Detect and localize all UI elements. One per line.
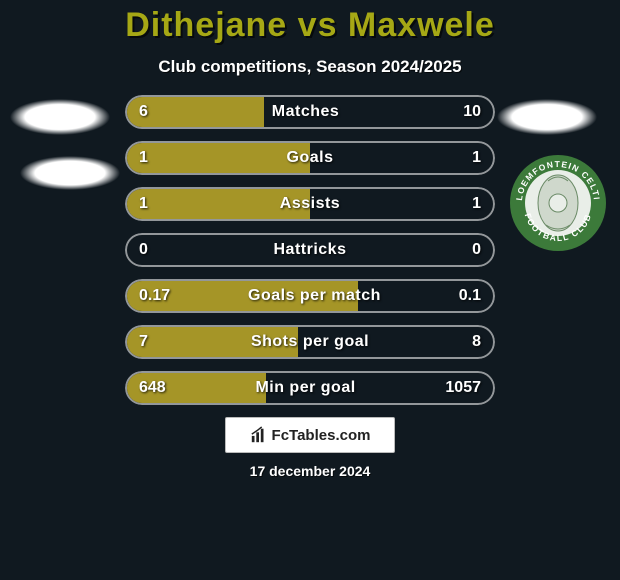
player-left-logo — [5, 95, 115, 150]
stat-left-value: 7 — [125, 333, 148, 351]
date-text: 17 december 2024 — [0, 463, 620, 479]
stat-right-value: 1057 — [445, 379, 495, 397]
stat-label: Shots per goal — [148, 333, 472, 351]
stat-left-value: 0 — [125, 241, 148, 259]
stat-right-value: 1 — [472, 149, 495, 167]
player-right-logo — [492, 95, 602, 150]
stat-row: 6Matches10 — [125, 95, 495, 129]
stat-right-value: 0 — [472, 241, 495, 259]
stat-right-value: 1 — [472, 195, 495, 213]
ellipse-placeholder-icon — [15, 151, 125, 195]
ellipse-placeholder-icon — [492, 95, 602, 139]
content-area: BLOEMFONTEIN CELTIC FOOTBALL CLUB 6Match… — [0, 95, 620, 405]
stat-label: Min per goal — [166, 379, 446, 397]
stat-right-value: 10 — [463, 103, 495, 121]
stat-right-value: 8 — [472, 333, 495, 351]
brand-badge: FcTables.com — [225, 417, 395, 453]
stat-row: 7Shots per goal8 — [125, 325, 495, 359]
stat-label: Hattricks — [148, 241, 472, 259]
stat-right-value: 0.1 — [459, 287, 495, 305]
stat-label: Assists — [148, 195, 472, 213]
stat-row: 0Hattricks0 — [125, 233, 495, 267]
stat-label: Matches — [148, 103, 463, 121]
stat-label: Goals — [148, 149, 472, 167]
stat-row: 1Assists1 — [125, 187, 495, 221]
ellipse-placeholder-icon — [5, 95, 115, 139]
page-title: Dithejane vs Maxwele — [0, 6, 620, 45]
subtitle: Club competitions, Season 2024/2025 — [0, 57, 620, 77]
stat-left-value: 1 — [125, 195, 148, 213]
stats-list: 6Matches101Goals11Assists10Hattricks00.1… — [125, 95, 495, 405]
comparison-card: Dithejane vs Maxwele Club competitions, … — [0, 0, 620, 580]
stat-label: Goals per match — [170, 287, 459, 305]
brand-text: FcTables.com — [272, 427, 371, 444]
stat-left-value: 0.17 — [125, 287, 170, 305]
club-crest-icon: BLOEMFONTEIN CELTIC FOOTBALL CLUB — [508, 153, 608, 253]
stat-left-value: 1 — [125, 149, 148, 167]
stat-row: 1Goals1 — [125, 141, 495, 175]
chart-icon — [250, 426, 268, 444]
stat-left-value: 6 — [125, 103, 148, 121]
stat-row: 648Min per goal1057 — [125, 371, 495, 405]
stat-row: 0.17Goals per match0.1 — [125, 279, 495, 313]
stat-left-value: 648 — [125, 379, 166, 397]
